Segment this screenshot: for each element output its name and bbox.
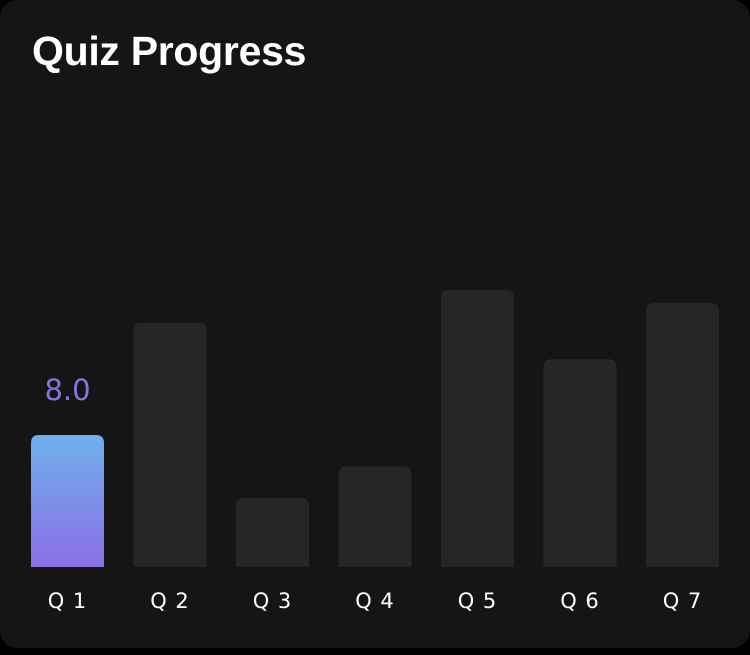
bar-q2[interactable] [133, 322, 207, 567]
bars-group [31, 289, 719, 567]
chart-title: Quiz Progress [32, 28, 307, 74]
x-tick-label: Q 5 [458, 589, 498, 613]
bar-q1[interactable] [31, 435, 104, 567]
highlighted-value-label: 8.0 [44, 373, 90, 407]
bar-q5[interactable] [441, 289, 514, 567]
x-tick-label: Q 7 [663, 589, 703, 613]
x-tick-label: Q 6 [560, 589, 600, 613]
bar-q4[interactable] [338, 466, 412, 567]
x-tick-label: Q 2 [150, 589, 190, 613]
bar-q7[interactable] [646, 303, 719, 567]
x-tick-label: Q 1 [48, 589, 88, 613]
bar-q6[interactable] [543, 359, 617, 567]
x-tick-label: Q 4 [355, 589, 395, 613]
tick-labels-group: Q 1 8.0 Q 2 Q 3 Q 4 Q 5 Q 6 Q 7 [44, 373, 703, 613]
x-tick-label: Q 3 [253, 589, 293, 613]
bar-q3[interactable] [236, 497, 309, 567]
